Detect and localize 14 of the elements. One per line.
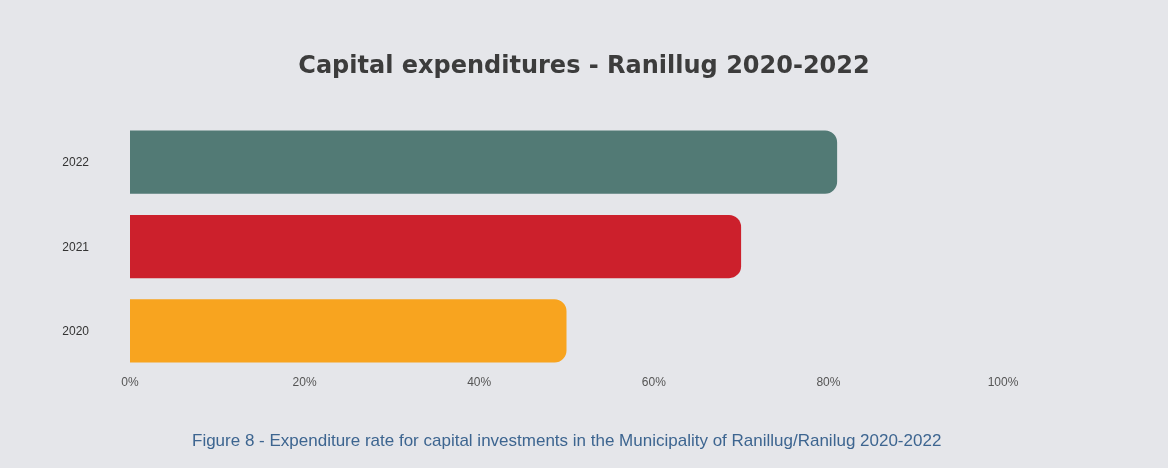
bar — [130, 214, 742, 279]
x-tick-label: 80% — [816, 375, 841, 389]
y-tick-label: 2022 — [62, 155, 90, 170]
x-tick-label: 60% — [641, 375, 667, 389]
caption: Figure 8 - Expenditure rate for capital investments in the Municipality of Ranillug/Ranilug 2020-2022 — [192, 431, 942, 450]
y-tick-label: 2020 — [62, 324, 90, 339]
chart-title: Capital expenditures - Ranillug 2020-2022 — [298, 50, 870, 79]
x-tick-label: 40% — [467, 375, 492, 389]
x-tick-label: 0% — [121, 375, 139, 389]
x-tick-label: 100% — [987, 375, 1019, 389]
bar — [130, 130, 838, 194]
bar — [130, 299, 567, 363]
y-tick-label: 2021 — [62, 239, 90, 254]
x-tick-label: 20% — [292, 375, 317, 389]
